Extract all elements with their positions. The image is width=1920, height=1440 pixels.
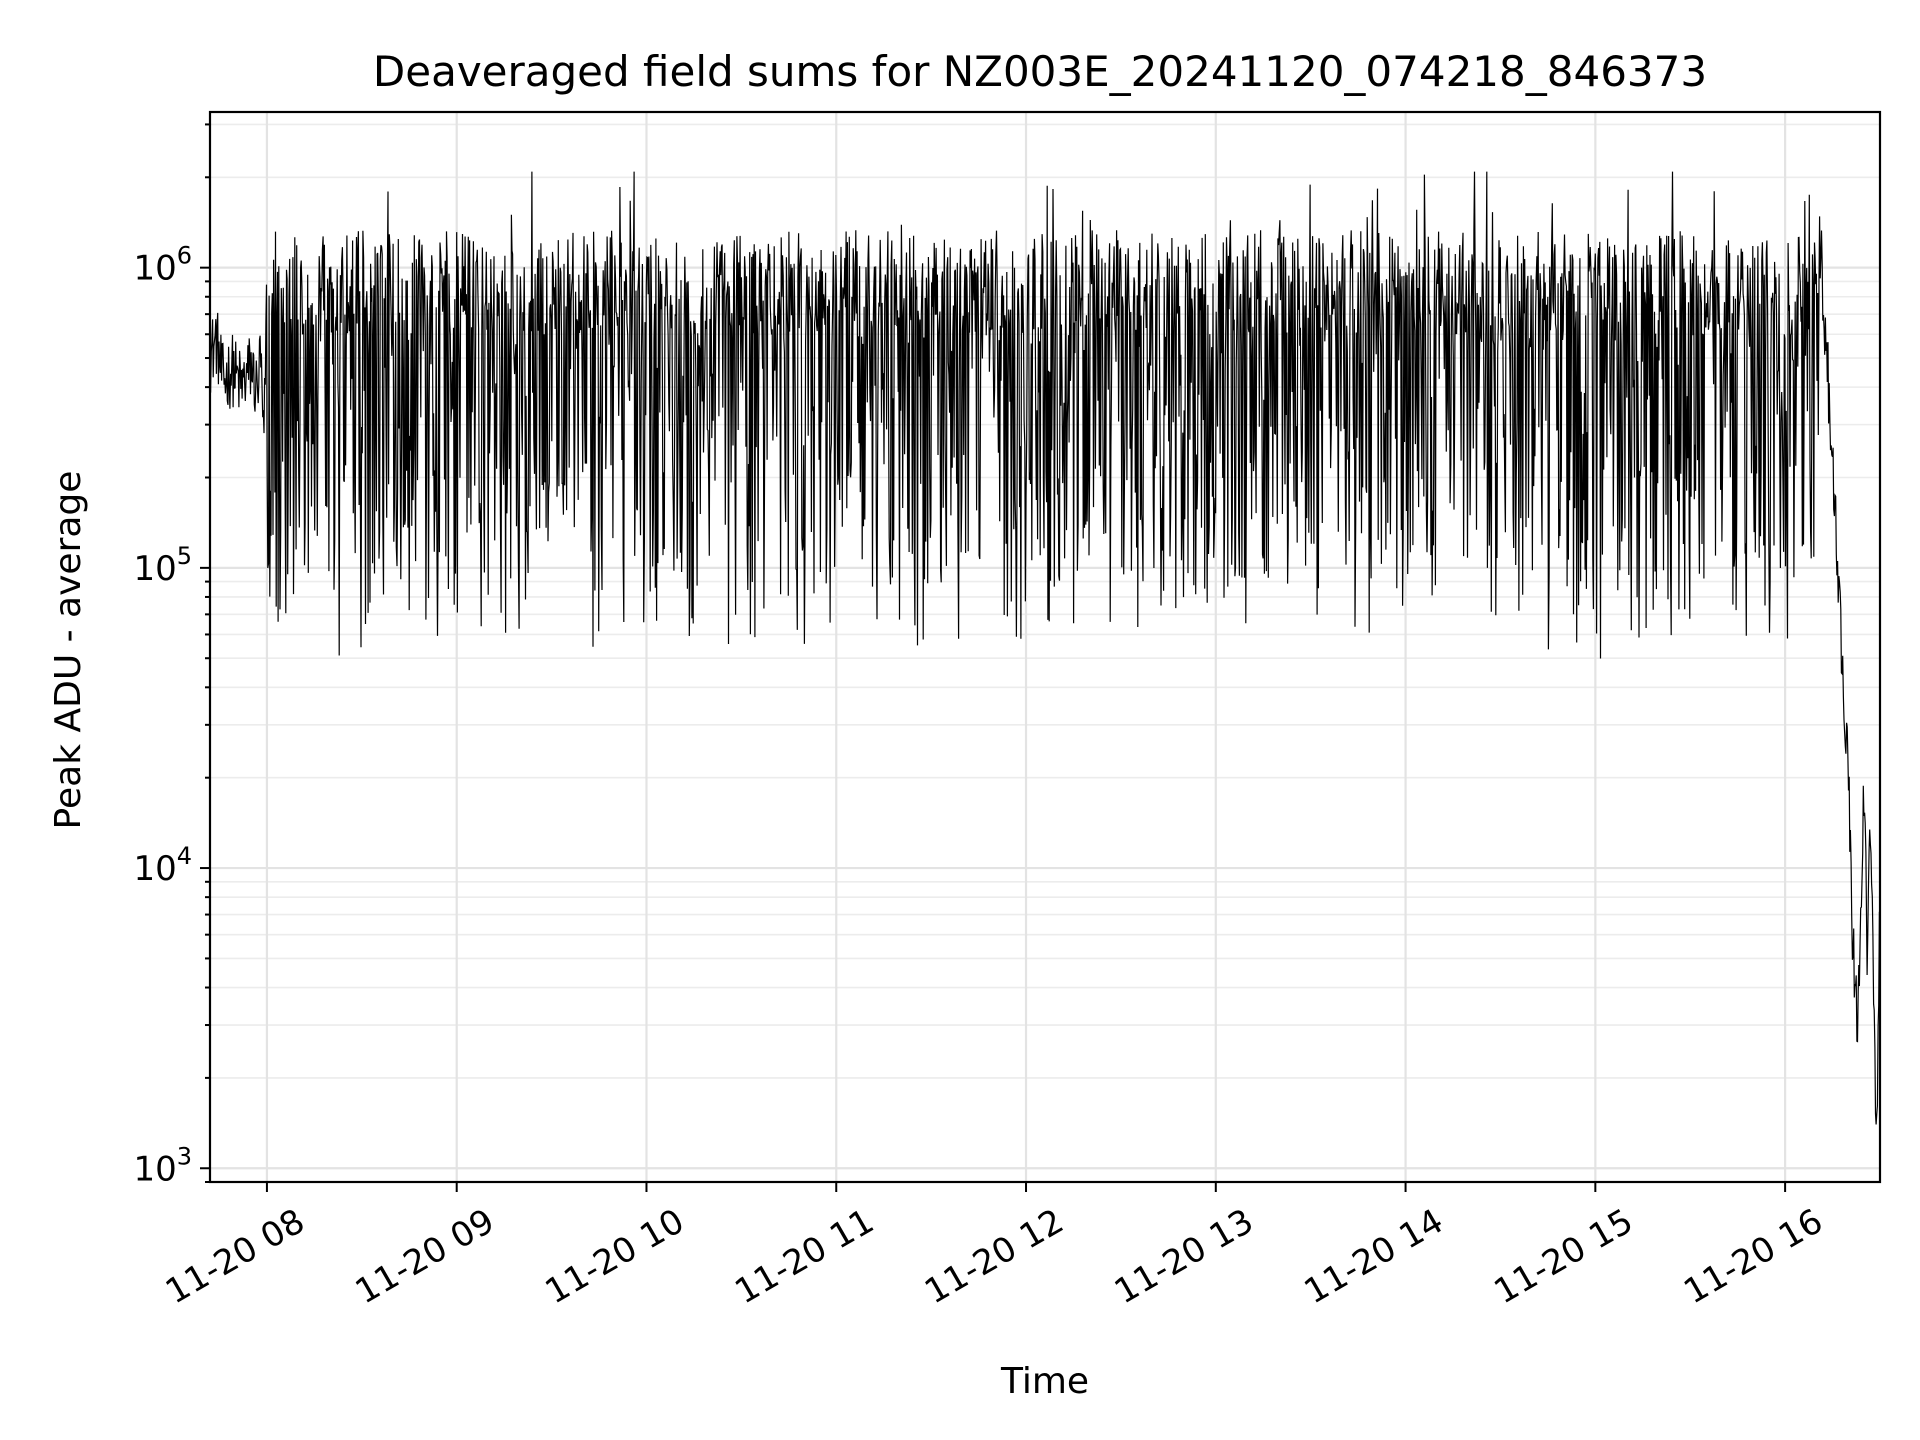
chart-title: Deaveraged field sums for NZ003E_2024112… (373, 47, 1707, 96)
y-axis: 103 104 105 106 (133, 123, 210, 1189)
y-tick-label: 104 (133, 842, 192, 889)
y-axis-label: Peak ADU - average (48, 471, 89, 830)
series-line (209, 171, 1881, 1125)
y-tick-label: 106 (133, 242, 192, 289)
plot-frame (208, 110, 1882, 1184)
y-tick-label: 105 (133, 542, 192, 589)
plot-area (209, 171, 1881, 1125)
y-tick-label: 103 (133, 1142, 192, 1189)
x-axis-label: Time (1000, 1361, 1089, 1402)
